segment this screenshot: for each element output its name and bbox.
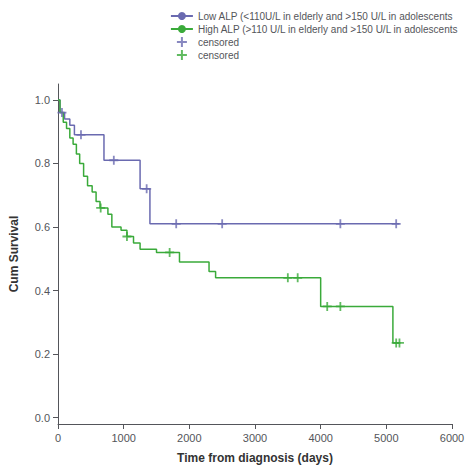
svg-text:Time from diagnosis (days): Time from diagnosis (days) (177, 451, 333, 465)
svg-text:1000: 1000 (111, 432, 135, 444)
svg-text:1.0: 1.0 (35, 94, 50, 106)
svg-text:0.2: 0.2 (35, 348, 50, 360)
svg-text:2000: 2000 (177, 432, 201, 444)
svg-text:0.8: 0.8 (35, 157, 50, 169)
svg-text:High ALP (>110 U/L in elderly: High ALP (>110 U/L in elderly and >150 U… (198, 24, 458, 35)
svg-text:0.0: 0.0 (35, 412, 50, 424)
svg-text:censored: censored (198, 50, 239, 61)
svg-text:0.4: 0.4 (35, 285, 50, 297)
svg-text:4000: 4000 (308, 432, 332, 444)
svg-text:3000: 3000 (243, 432, 267, 444)
svg-text:6000: 6000 (440, 432, 464, 444)
svg-text:Low ALP (<110U/L in elderly an: Low ALP (<110U/L in elderly and >150 U/L… (198, 11, 453, 22)
svg-text:censored: censored (198, 37, 239, 48)
svg-text:0: 0 (55, 432, 61, 444)
svg-text:0.6: 0.6 (35, 221, 50, 233)
svg-text:5000: 5000 (374, 432, 398, 444)
svg-text:Cum Survival: Cum Survival (7, 216, 21, 293)
